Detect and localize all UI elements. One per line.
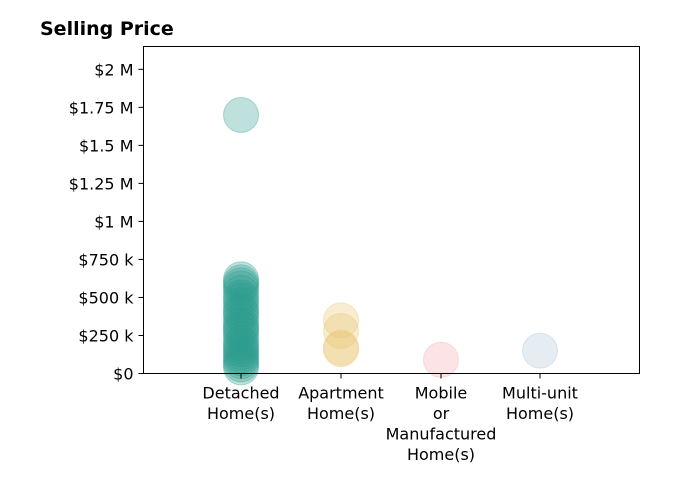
scatter-point [223, 334, 259, 371]
scatter-point [522, 332, 558, 369]
x-tick-label-3: Multi-unit Home(s) [502, 384, 578, 424]
y-tick-label-6: $1.5 M [79, 136, 134, 155]
y-tick-label-4: $1 M [94, 212, 133, 231]
scatter-point [223, 294, 259, 331]
scatter-point [223, 267, 259, 304]
scatter-point [223, 320, 259, 357]
scatter-point [223, 261, 259, 298]
scatter-point [223, 325, 259, 362]
scatter-point [323, 329, 359, 366]
y-tick-label-5: $1.25 M [69, 174, 134, 193]
scatter-point [223, 270, 259, 307]
y-tick-label-0: $0 [113, 365, 133, 384]
scatter-point [223, 291, 259, 328]
y-axis: $0 $250 k $500 k $750 k $1 M $1.25 M $1.5 M $1.… [69, 60, 144, 384]
x-tick-label-line: Multi-unit [502, 384, 578, 403]
scatter-point [223, 282, 259, 319]
scatter-point [223, 287, 259, 324]
x-tick-label-line: Home(s) [407, 445, 475, 464]
chart-title: Selling Price [40, 18, 174, 40]
x-axis: Detached Home(s)Apartment Home(s)Mobile or M… [202, 373, 578, 465]
y-tick-label-1: $250 k [78, 326, 134, 345]
x-tick-label-line: Apartment [298, 384, 384, 403]
scatter-point [223, 343, 259, 380]
y-tick-label-7: $1.75 M [69, 98, 134, 117]
y-tick-label-2: $500 k [78, 288, 134, 307]
x-tick-label-2: Mobile or Manufactured Home(s) [386, 384, 497, 465]
scatter-point [223, 264, 259, 301]
scatter-point [323, 312, 359, 349]
plot-frame [143, 46, 640, 374]
scatter-point [223, 302, 259, 339]
x-tick-label-0: Detached Home(s) [202, 384, 279, 424]
scatter-point [323, 302, 359, 339]
scatter-point [223, 315, 259, 352]
scatter-point [223, 309, 259, 346]
scatter-point [223, 306, 259, 343]
x-tick-label-line: Home(s) [307, 404, 375, 423]
scatter-point [223, 274, 259, 311]
scatter-point [223, 297, 259, 334]
scatter-point [223, 349, 259, 386]
x-tick-label-line: Home(s) [506, 404, 574, 423]
x-tick-label-line: or [433, 404, 450, 423]
scatter-point [223, 312, 259, 349]
y-tick-label-3: $750 k [78, 250, 134, 269]
scatter-point [223, 279, 259, 316]
scatter-point [223, 337, 259, 374]
x-tick-label-line: Manufactured [386, 425, 497, 444]
x-tick-label-line: Home(s) [207, 404, 275, 423]
plot-marks [223, 96, 558, 386]
scatter-point [423, 341, 459, 378]
x-tick-label-1: Apartment Home(s) [298, 384, 384, 424]
y-tick-label-8: $2 M [94, 60, 133, 79]
scatter-point [323, 331, 359, 368]
scatter-point [223, 331, 259, 368]
scatter-point [223, 96, 259, 133]
scatter-point [223, 328, 259, 365]
x-tick-label-line: Detached [202, 384, 279, 403]
x-tick-label-line: Mobile [415, 384, 467, 403]
